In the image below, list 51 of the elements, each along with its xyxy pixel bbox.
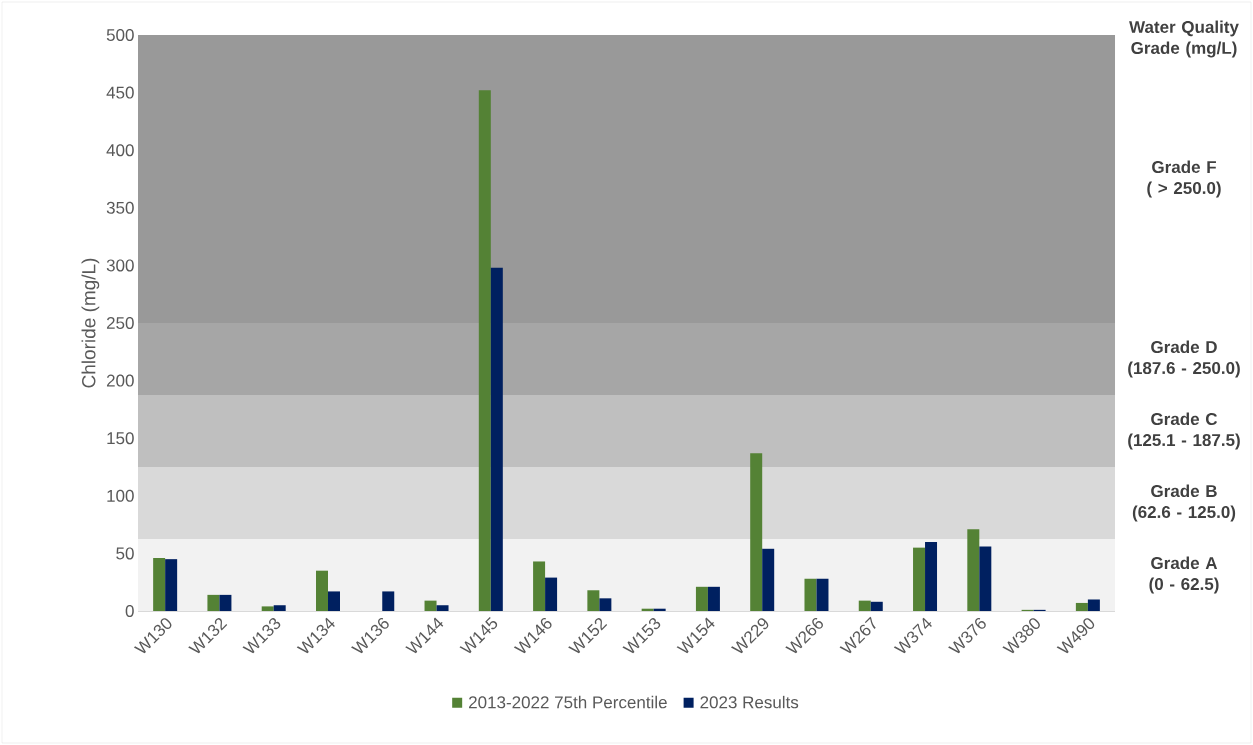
bar — [979, 546, 992, 611]
bar — [545, 577, 558, 611]
y-tick-label: 0 — [125, 604, 134, 618]
bar — [762, 548, 775, 611]
bar — [925, 541, 938, 611]
y-tick-label: 450 — [106, 86, 134, 99]
band-label: Grade A (0 - 62.5) — [1149, 556, 1219, 594]
bar — [967, 529, 980, 611]
y-tick-label: 250 — [106, 316, 134, 330]
y-tick-label: 300 — [106, 259, 134, 272]
y-tick-label: 350 — [106, 201, 134, 214]
y-tick-label: 50 — [116, 547, 134, 560]
bar — [1075, 602, 1088, 611]
text: Water Quality Grade (mg/L) — [1129, 20, 1239, 58]
bar — [424, 600, 437, 611]
bar — [436, 605, 449, 611]
legend-label: 2013-2022 75th Percentile — [469, 695, 667, 709]
bar — [273, 605, 286, 611]
bar — [315, 570, 328, 611]
bar — [153, 558, 166, 611]
band-label: Grade C (125.1 - 187.5) — [1128, 412, 1240, 450]
legend-label: 2023 Results — [700, 695, 799, 709]
bar — [750, 453, 763, 611]
y-axis-title: Chloride (mg/L) — [81, 258, 100, 388]
bar — [870, 601, 883, 611]
bar — [695, 586, 708, 611]
bar — [913, 547, 926, 611]
bar — [587, 590, 600, 611]
bar — [261, 606, 274, 611]
band-label: Grade D (187.6 - 250.0) — [1128, 340, 1240, 378]
bar — [599, 598, 612, 611]
bar — [207, 594, 220, 611]
y-tick-label: 400 — [106, 144, 134, 157]
y-tick-label: 150 — [107, 432, 134, 445]
y-tick-label: 100 — [107, 489, 134, 502]
band-label: Grade B (62.6 - 125.0) — [1132, 484, 1236, 522]
bar — [707, 586, 720, 611]
bar — [816, 578, 829, 611]
bar — [327, 591, 340, 611]
band-label: Grade F ( > 250.0) — [1147, 160, 1221, 198]
bar — [804, 578, 817, 611]
bar — [219, 594, 232, 611]
y-tick-label: 200 — [106, 374, 134, 387]
bar — [382, 591, 395, 611]
bar — [165, 559, 178, 611]
bar — [858, 600, 871, 611]
bar — [1087, 599, 1100, 611]
y-tick-label: 500 — [106, 28, 134, 42]
bar — [533, 561, 546, 611]
bar — [490, 267, 503, 611]
bar — [478, 90, 491, 611]
